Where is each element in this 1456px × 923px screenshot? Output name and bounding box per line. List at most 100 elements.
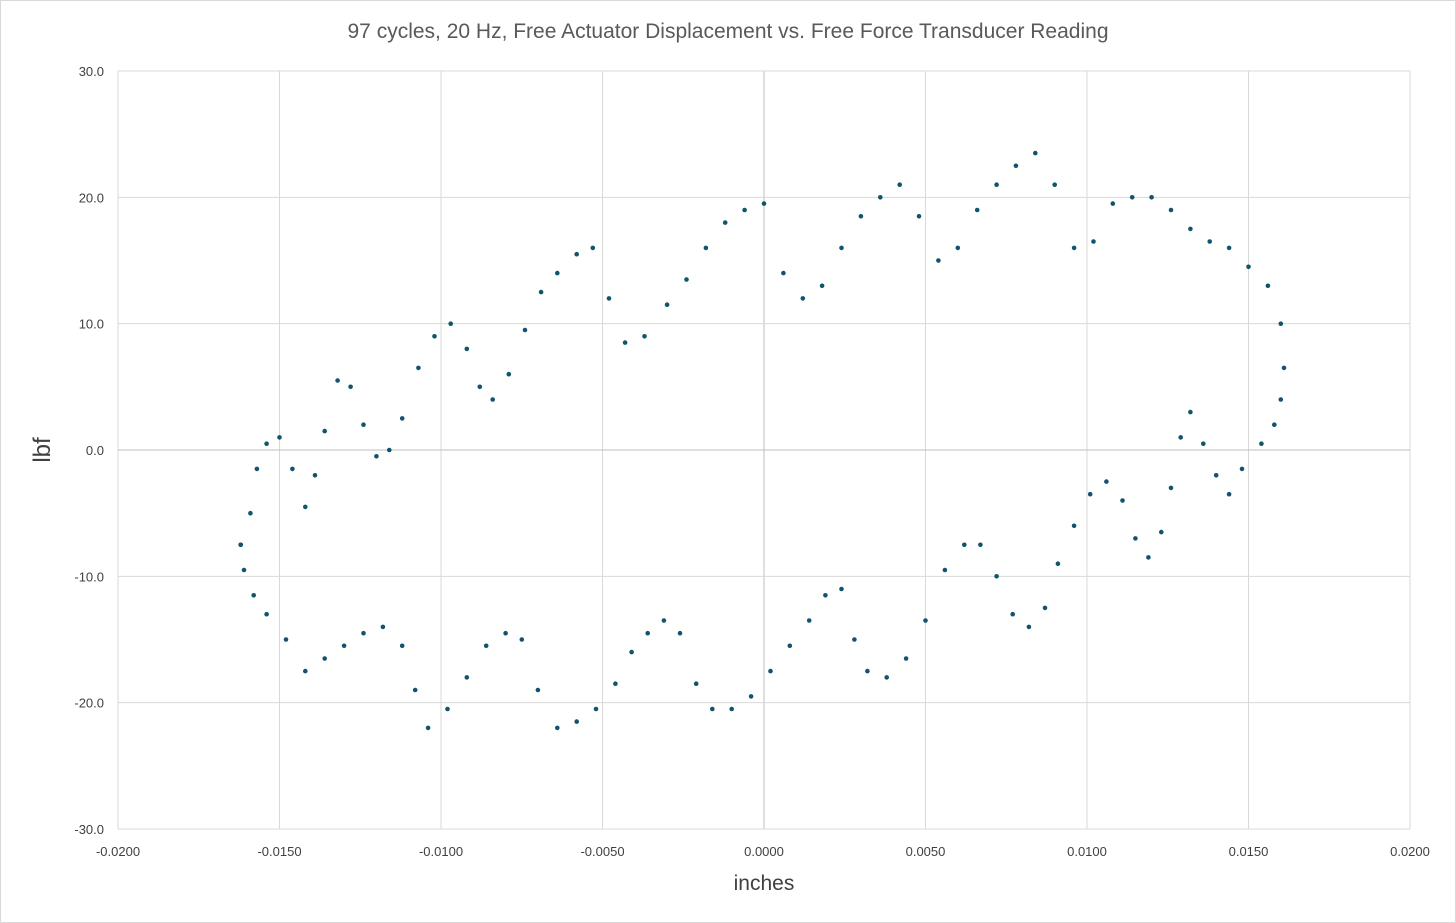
- data-point: [590, 245, 596, 251]
- data-point: [399, 643, 405, 649]
- y-tick-label: 20.0: [79, 190, 104, 205]
- data-point: [800, 296, 806, 301]
- x-axis-title: inches: [734, 872, 795, 895]
- data-point: [1188, 226, 1193, 232]
- x-tick-label: 0.0200: [1390, 844, 1430, 859]
- data-point: [251, 593, 256, 598]
- data-point: [1010, 611, 1015, 617]
- data-point: [1246, 264, 1251, 270]
- data-point: [290, 466, 295, 472]
- data-point: [387, 447, 392, 453]
- data-point: [1110, 201, 1116, 206]
- data-point: [642, 334, 647, 339]
- data-point: [1149, 195, 1154, 200]
- data-point: [1071, 523, 1077, 529]
- data-point: [1026, 624, 1032, 630]
- y-tick-labels: 30.0 20.0 10.0 0.0 -10.0 -20.0 -30.0: [74, 64, 104, 837]
- data-point: [852, 637, 857, 642]
- data-point: [1281, 365, 1287, 371]
- data-point: [622, 340, 628, 345]
- x-tick-label: 0.0150: [1229, 844, 1269, 859]
- data-point: [903, 656, 909, 661]
- data-point: [865, 668, 870, 674]
- data-point: [1239, 466, 1245, 472]
- y-tick-label: 0.0: [86, 443, 104, 458]
- data-point: [684, 277, 689, 282]
- data-point: [839, 586, 844, 592]
- data-point: [1104, 479, 1109, 484]
- data-point: [1087, 491, 1093, 497]
- data-point: [1168, 207, 1174, 213]
- data-point: [555, 270, 560, 276]
- data-point: [1201, 441, 1206, 447]
- data-point: [538, 289, 544, 295]
- data-point: [477, 384, 483, 390]
- data-point: [1278, 397, 1284, 402]
- x-tick-label: 0.0050: [906, 844, 946, 859]
- data-point: [1178, 435, 1183, 440]
- data-point: [703, 245, 709, 251]
- data-point: [1226, 245, 1232, 251]
- data-point: [994, 574, 999, 579]
- data-point: [1120, 498, 1125, 503]
- data-point: [629, 649, 634, 655]
- data-point: [264, 441, 269, 447]
- data-point: [1272, 422, 1277, 428]
- data-point: [936, 258, 941, 263]
- data-point: [978, 542, 983, 548]
- data-point: [574, 251, 579, 257]
- data-point: [722, 220, 728, 225]
- data-point: [506, 371, 512, 377]
- data-point: [781, 270, 786, 276]
- data-point: [399, 416, 405, 421]
- data-point: [664, 302, 670, 308]
- data-point: [283, 637, 289, 642]
- x-tick-label: 0.0000: [744, 844, 784, 859]
- data-point: [645, 630, 650, 636]
- data-point: [322, 656, 328, 661]
- data-point: [1226, 491, 1232, 497]
- data-point: [555, 725, 560, 731]
- data-point: [519, 637, 525, 642]
- data-point: [503, 630, 508, 636]
- data-point: [522, 327, 528, 333]
- data-point: [819, 283, 825, 289]
- data-points: [238, 150, 1287, 731]
- data-point: [897, 182, 902, 187]
- x-tick-label: -0.0200: [96, 844, 140, 859]
- data-point: [535, 687, 541, 693]
- data-point: [1013, 163, 1019, 169]
- data-point: [729, 706, 734, 712]
- y-tick-label: -20.0: [74, 696, 104, 711]
- data-point: [742, 207, 747, 213]
- data-point: [677, 630, 683, 636]
- data-point: [1188, 409, 1193, 415]
- y-tick-label: -10.0: [74, 569, 104, 584]
- data-point: [248, 510, 253, 516]
- data-point: [923, 618, 928, 623]
- chart-title: 97 cycles, 20 Hz, Free Actuator Displace…: [348, 20, 1109, 43]
- x-tick-label: -0.0100: [419, 844, 463, 859]
- x-tick-label: -0.0050: [580, 844, 624, 859]
- x-tick-label: -0.0150: [257, 844, 301, 859]
- data-point: [878, 195, 883, 200]
- data-point: [445, 706, 450, 712]
- data-point: [1133, 536, 1138, 541]
- data-point: [335, 378, 340, 383]
- data-point: [374, 454, 379, 459]
- data-point: [241, 567, 247, 573]
- data-point: [341, 643, 347, 649]
- data-point: [1052, 182, 1057, 187]
- data-point: [361, 630, 366, 636]
- data-point: [1259, 441, 1264, 447]
- data-point: [994, 182, 999, 187]
- data-point: [380, 624, 386, 630]
- data-point: [264, 611, 269, 617]
- data-point: [962, 542, 967, 548]
- data-point: [312, 473, 318, 478]
- data-point: [1265, 283, 1271, 289]
- data-point: [322, 428, 328, 434]
- y-tick-label: -30.0: [74, 822, 104, 837]
